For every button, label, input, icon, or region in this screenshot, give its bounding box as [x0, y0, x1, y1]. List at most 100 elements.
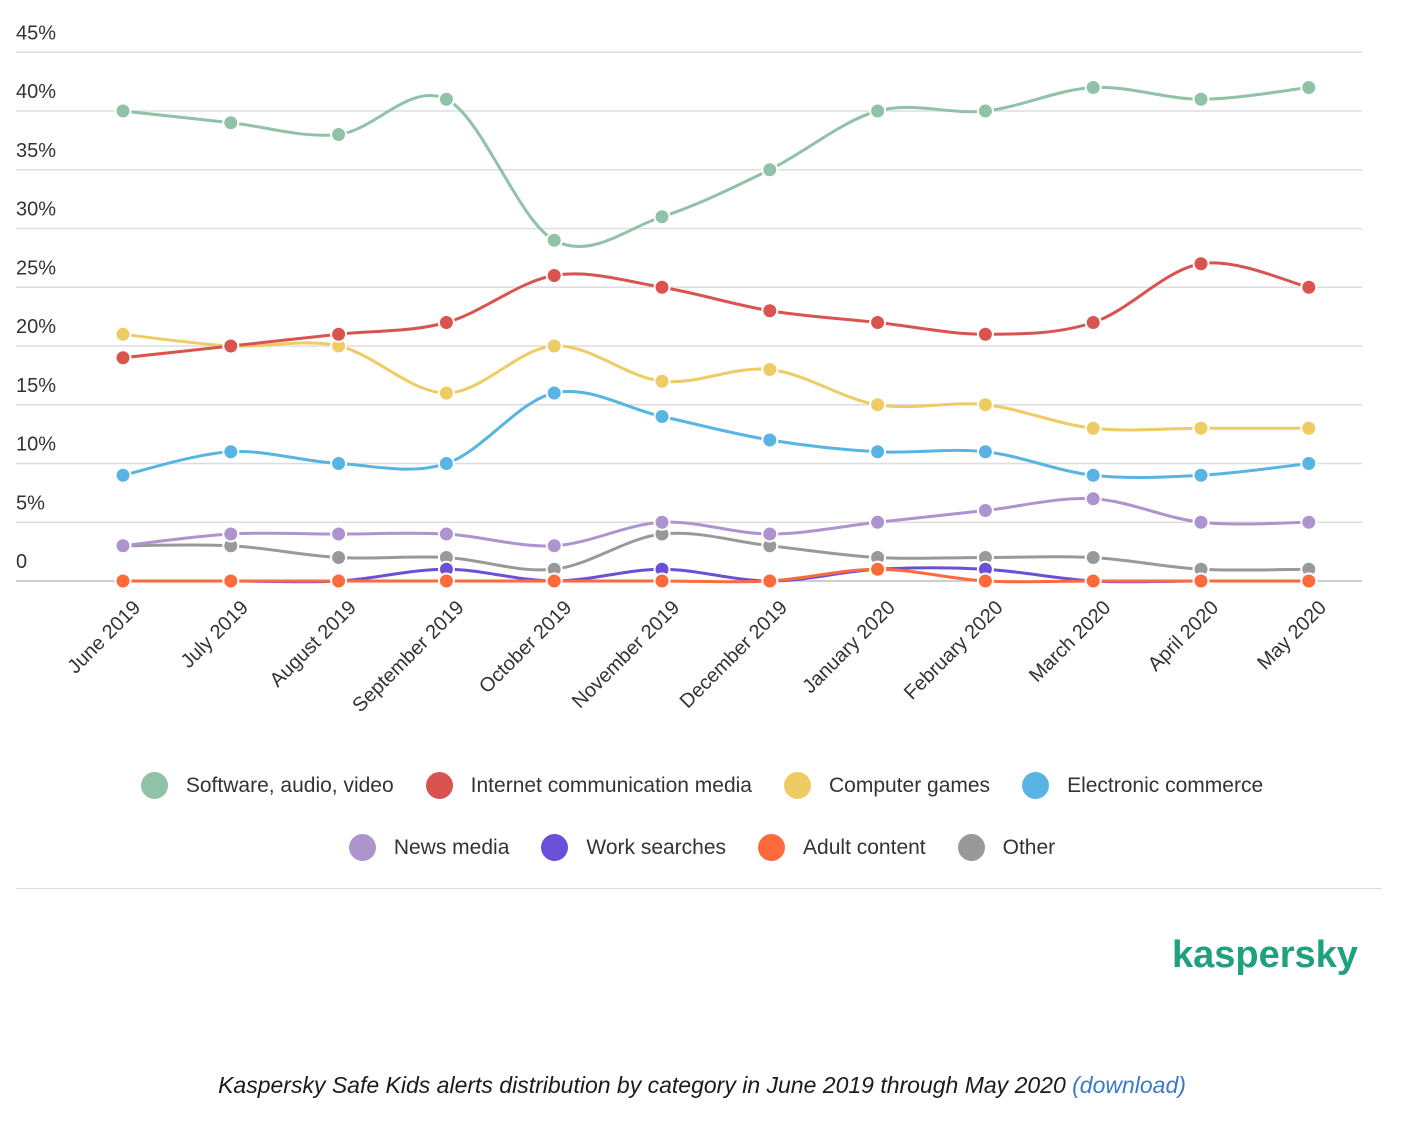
x-tick-label: March 2020	[1025, 597, 1115, 687]
data-point	[437, 525, 455, 543]
data-point	[653, 278, 671, 296]
legend-label: Electronic commerce	[1067, 773, 1264, 797]
data-point	[114, 325, 132, 343]
data-point	[222, 114, 240, 132]
data-point	[1192, 255, 1210, 273]
legend-label: Software, audio, video	[185, 773, 394, 797]
y-tick-label: 35%	[16, 140, 56, 162]
chart-caption: Kaspersky Safe Kids alerts distribution …	[0, 1072, 1404, 1099]
data-point	[330, 325, 348, 343]
data-point	[1084, 79, 1102, 96]
data-point	[545, 537, 563, 555]
y-tick-label: 25%	[16, 257, 56, 279]
legend-item[interactable]: Adult content	[758, 834, 926, 861]
data-point	[869, 443, 887, 461]
legend-item[interactable]: Electronic commerce	[1022, 772, 1263, 799]
data-point	[653, 513, 671, 531]
data-point	[976, 572, 994, 590]
series-line	[121, 567, 1311, 584]
y-tick-label: 20%	[16, 316, 56, 338]
data-point	[114, 572, 132, 590]
y-tick-label: 10%	[16, 434, 56, 456]
chart-series	[114, 79, 1318, 590]
data-point	[545, 337, 563, 355]
series-electronic-commerce	[114, 384, 1318, 484]
download-link[interactable]: (download)	[1072, 1072, 1186, 1098]
legend-label: Adult content	[803, 835, 926, 859]
x-tick-label: May 2020	[1253, 597, 1331, 675]
legend-label: Computer games	[828, 773, 991, 797]
data-point	[330, 525, 348, 543]
series-internet-communication-media	[114, 255, 1318, 367]
data-point	[1300, 572, 1318, 590]
x-tick-label: June 2019	[64, 597, 146, 679]
data-point	[761, 161, 779, 179]
data-point	[976, 102, 994, 120]
data-point	[761, 525, 779, 543]
data-point	[869, 102, 887, 120]
legend-item[interactable]: News media	[348, 834, 510, 861]
data-point	[114, 349, 132, 367]
x-tick-label: December 2019	[676, 597, 792, 713]
legend-item[interactable]: Internet communication media	[425, 772, 752, 799]
data-point	[869, 396, 887, 414]
data-point	[330, 572, 348, 590]
data-point	[976, 396, 994, 414]
data-point	[869, 560, 887, 578]
legend-item[interactable]: Software, audio, video	[140, 772, 394, 799]
legend-swatch	[1022, 772, 1050, 799]
series-line	[121, 496, 1311, 548]
data-point	[653, 208, 671, 226]
data-point	[545, 384, 563, 402]
data-point	[330, 455, 348, 472]
data-point	[437, 572, 455, 590]
chart-grid	[16, 51, 1362, 582]
legend-label: Work searches	[586, 835, 727, 859]
legend-swatch	[783, 772, 811, 799]
data-point	[869, 513, 887, 531]
data-point	[653, 572, 671, 590]
data-point	[1192, 419, 1210, 437]
data-point	[1192, 90, 1210, 108]
data-point	[761, 361, 779, 378]
x-tick-label: January 2020	[798, 597, 899, 698]
y-tick-label: 0	[16, 551, 27, 573]
data-point	[1084, 549, 1102, 566]
data-point	[1300, 278, 1318, 296]
data-point	[653, 372, 671, 390]
data-point	[1300, 419, 1318, 437]
data-point	[437, 90, 455, 108]
series-computer-games	[114, 325, 1318, 437]
data-point	[437, 314, 455, 331]
legend-item[interactable]: Work searches	[541, 834, 726, 861]
data-point	[1300, 455, 1318, 472]
legend-item[interactable]: Other	[957, 834, 1055, 861]
data-point	[1300, 79, 1318, 96]
series-software-audio-video	[114, 79, 1318, 249]
line-chart: 0 5% 10% 15% 20% 25% 30% 35% 40% 45% June 2019 Jul…	[16, 22, 1362, 717]
data-point	[1084, 419, 1102, 437]
legend-label: Internet communication media	[470, 773, 752, 797]
divider	[16, 888, 1382, 889]
data-point	[761, 302, 779, 320]
data-point	[330, 126, 348, 143]
legend-label: News media	[393, 835, 510, 859]
data-point	[330, 549, 348, 566]
y-tick-label: 40%	[16, 81, 56, 103]
x-tick-label: April 2020	[1144, 597, 1223, 676]
data-point	[437, 455, 455, 472]
x-tick-label: September 2019	[348, 597, 468, 717]
data-point	[545, 572, 563, 590]
y-tick-label: 30%	[16, 199, 56, 221]
legend-swatch	[541, 834, 569, 861]
y-tick-label: 45%	[16, 22, 56, 44]
data-point	[1084, 490, 1102, 508]
legend-item[interactable]: Computer games	[783, 772, 991, 799]
series-adult-content	[114, 560, 1318, 590]
data-point	[114, 466, 132, 484]
data-point	[1192, 513, 1210, 531]
data-point	[1192, 572, 1210, 590]
y-tick-label: 5%	[16, 492, 45, 514]
legend-swatch	[758, 834, 786, 861]
